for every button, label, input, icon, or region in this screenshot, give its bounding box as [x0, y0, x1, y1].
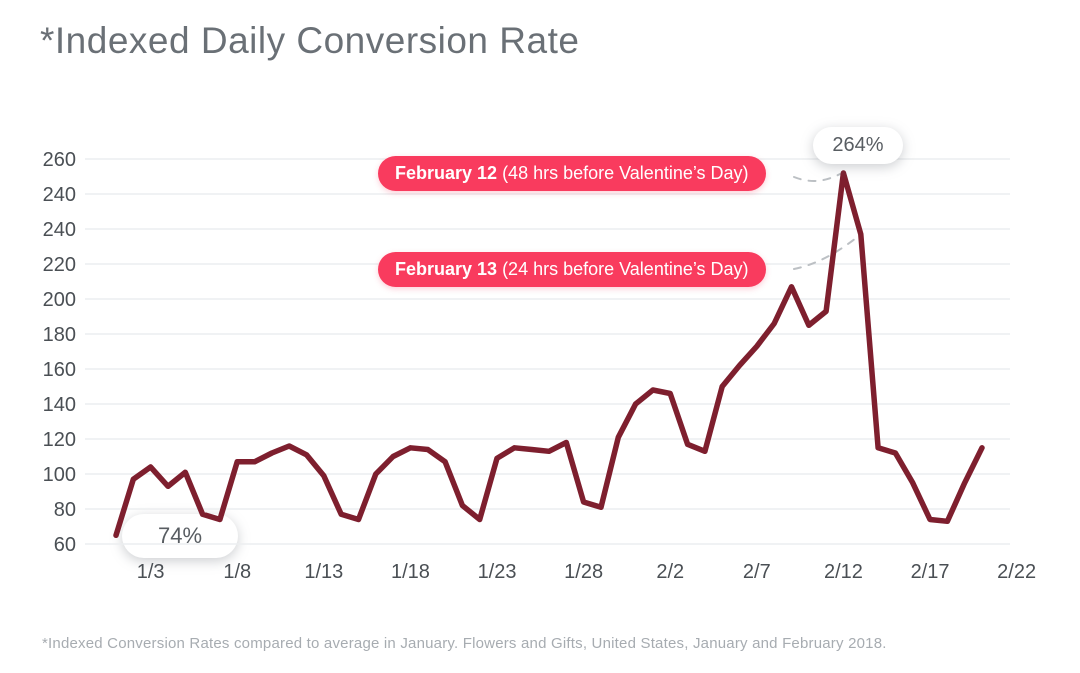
annotation-pill-feb12: February 12 (48 hrs before Valentine’s D…: [378, 156, 766, 191]
annotation-pill-feb13: February 13 (24 hrs before Valentine’s D…: [378, 252, 766, 287]
y-tick-label: 180: [43, 324, 76, 346]
y-tick-label: 140: [43, 394, 76, 416]
x-tick-label: 1/8: [223, 561, 251, 583]
annotation-pill-feb13-date: February 13: [395, 259, 498, 279]
peak-value-callout-label: 264%: [832, 134, 884, 156]
x-tick-label: 1/18: [391, 561, 430, 583]
feb13-connector: [793, 237, 857, 270]
y-tick-label: 120: [43, 429, 76, 451]
x-tick-label: 1/13: [304, 561, 343, 583]
annotation-pill-feb12-text: (48 hrs before Valentine’s Day): [497, 163, 749, 183]
y-tick-label: 200: [43, 289, 76, 311]
y-tick-label: 240: [43, 184, 76, 206]
peak-value-callout: 264%: [813, 127, 903, 164]
feb12-connector: [793, 173, 841, 182]
x-axis-labels: 1/3 1/8 1/13 1/18 1/23 1/28 2/2 2/7 2/12 2/17 2/22: [137, 561, 1036, 583]
x-tick-label: 1/23: [478, 561, 517, 583]
x-tick-label: 2/12: [824, 561, 863, 583]
annotation-pill-feb13-text: (24 hrs before Valentine’s Day): [497, 259, 749, 279]
y-tick-label: 220: [43, 254, 76, 276]
x-tick-label: 2/2: [656, 561, 684, 583]
annotation-pill-feb12-date: February 12: [395, 163, 498, 183]
series-line: [113, 170, 985, 539]
y-tick-label: 80: [54, 499, 76, 521]
x-tick-label: 1/28: [564, 561, 603, 583]
y-tick-label: 100: [43, 464, 76, 486]
chart-title: *Indexed Daily Conversion Rate: [40, 20, 580, 61]
x-tick-label: 2/7: [743, 561, 771, 583]
y-tick-label: 240: [43, 219, 76, 241]
x-tick-label: 2/22: [997, 561, 1036, 583]
y-tick-label: 60: [54, 534, 76, 556]
y-axis-labels: 260 240 240 220 200 180 160 140 120 100 80 60: [43, 149, 76, 556]
y-tick-label: 260: [43, 149, 76, 171]
y-tick-label: 160: [43, 359, 76, 381]
chart-footnote: *Indexed Conversion Rates compared to av…: [42, 635, 887, 652]
x-tick-label: 1/3: [137, 561, 165, 583]
x-tick-label: 2/17: [911, 561, 950, 583]
annotation-connectors: [793, 173, 857, 270]
